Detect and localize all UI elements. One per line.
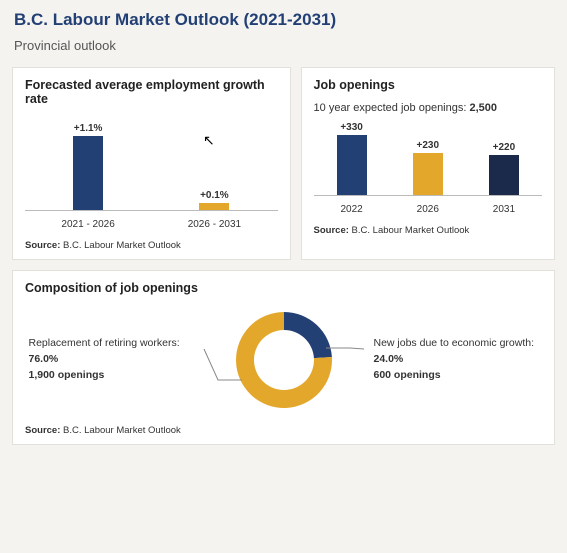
page-subtitle: Provincial outlook [14, 38, 553, 53]
source-text: B.C. Labour Market Outlook [63, 240, 181, 251]
growth-labels: 2021 - 2026 2026 - 2031 [25, 215, 278, 230]
composition-panel: Composition of job openings Replacement … [12, 270, 555, 445]
openings-source: Source: B.C. Labour Market Outlook [314, 225, 542, 236]
bar-col: +220 [474, 142, 534, 195]
bar-col: +1.1% [58, 123, 118, 210]
openings-subline: 10 year expected job openings: 2,500 [314, 102, 542, 114]
bar-col: +330 [322, 122, 382, 195]
leader-line [326, 348, 364, 349]
cursor-icon: ↖ [203, 132, 215, 149]
bar-value: +1.1% [74, 123, 103, 134]
header: B.C. Labour Market Outlook (2021-2031) P… [0, 0, 567, 59]
replacement-label: Replacement of retiring workers: [29, 336, 194, 352]
bar-value: +220 [493, 142, 516, 153]
bar-value: +0.1% [200, 190, 229, 201]
donut-left-label: Replacement of retiring workers: 76.0% 1… [29, 336, 194, 383]
source-text: B.C. Labour Market Outlook [63, 425, 181, 436]
composition-source: Source: B.C. Labour Market Outlook [25, 425, 542, 436]
bar [337, 135, 367, 195]
growth-source: Source: B.C. Labour Market Outlook [25, 240, 278, 251]
replacement-count: 1,900 openings [29, 368, 194, 384]
donut-right-label: New jobs due to economic growth: 24.0% 6… [374, 336, 539, 383]
bar [73, 136, 103, 210]
growth-chart: ↖ +1.1% +0.1% [25, 116, 278, 211]
bar-col: +0.1% [184, 190, 244, 210]
bar [199, 203, 229, 210]
source-prefix: Source: [25, 425, 60, 436]
source-text: B.C. Labour Market Outlook [352, 225, 470, 236]
top-row: Forecasted average employment growth rat… [0, 59, 567, 268]
newjobs-label: New jobs due to economic growth: [374, 336, 539, 352]
bar-col: +230 [398, 140, 458, 195]
bar-value: +330 [340, 122, 363, 133]
subline-prefix: 10 year expected job openings: [314, 102, 467, 114]
bar-value: +230 [417, 140, 440, 151]
growth-title: Forecasted average employment growth rat… [25, 78, 278, 106]
donut-chart [200, 305, 368, 415]
openings-chart: +330 +230 +220 [314, 118, 542, 196]
bar-label: 2026 - 2031 [184, 219, 244, 230]
source-prefix: Source: [25, 240, 60, 251]
newjobs-pct: 24.0% [374, 352, 539, 368]
composition-title: Composition of job openings [25, 281, 542, 295]
openings-title: Job openings [314, 78, 542, 92]
bar [413, 153, 443, 195]
bar-label: 2021 - 2026 [58, 219, 118, 230]
bar-label: 2022 [322, 204, 382, 215]
source-prefix: Source: [314, 225, 349, 236]
subline-value: 2,500 [469, 102, 497, 114]
openings-labels: 2022 2026 2031 [314, 200, 542, 215]
bottom-row: Composition of job openings Replacement … [0, 268, 567, 453]
donut-slice-new_jobs [284, 312, 332, 358]
bar [489, 155, 519, 195]
openings-panel: Job openings 10 year expected job openin… [301, 67, 555, 260]
growth-panel: Forecasted average employment growth rat… [12, 67, 291, 260]
bar-label: 2026 [398, 204, 458, 215]
bar-label: 2031 [474, 204, 534, 215]
replacement-pct: 76.0% [29, 352, 194, 368]
newjobs-count: 600 openings [374, 368, 539, 384]
donut-wrap: Replacement of retiring workers: 76.0% 1… [25, 305, 542, 415]
page-title: B.C. Labour Market Outlook (2021-2031) [14, 10, 553, 30]
